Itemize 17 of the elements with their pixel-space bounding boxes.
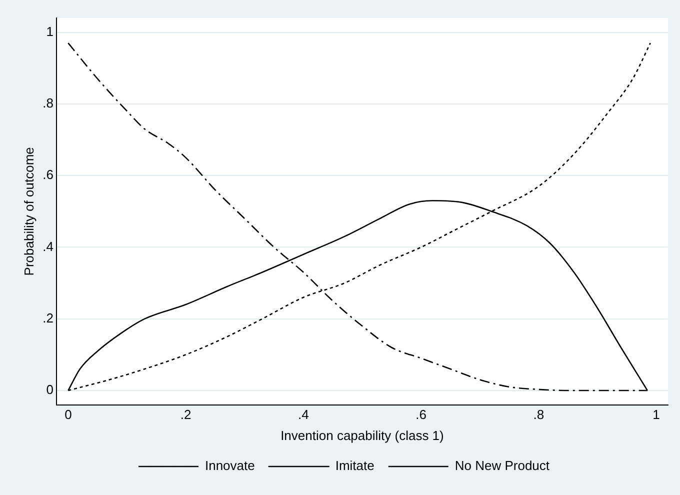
y-tick-label: .8 [42, 96, 54, 111]
x-tick-label: .6 [416, 407, 426, 422]
legend-label: No New Product [454, 458, 550, 474]
x-tick-label: 0 [64, 407, 72, 422]
y-tick-label: 0 [46, 382, 54, 398]
legend-label: Imitate [335, 458, 374, 474]
y-tick-label: .6 [42, 167, 54, 182]
x-tick-label: .8 [533, 407, 544, 422]
x-tick-label: .2 [180, 407, 192, 422]
x-tick-label: .4 [298, 407, 309, 422]
y-tick-label: .4 [42, 238, 54, 254]
y-tick-label: 1 [46, 24, 54, 39]
y-tick-label: .2 [42, 310, 54, 326]
y-axis-title: Probability of outcome [21, 147, 36, 276]
x-axis-title: Invention capability (class 1) [280, 428, 444, 443]
x-tick-label: 1 [652, 407, 660, 422]
legend-label: Innovate [204, 458, 255, 474]
